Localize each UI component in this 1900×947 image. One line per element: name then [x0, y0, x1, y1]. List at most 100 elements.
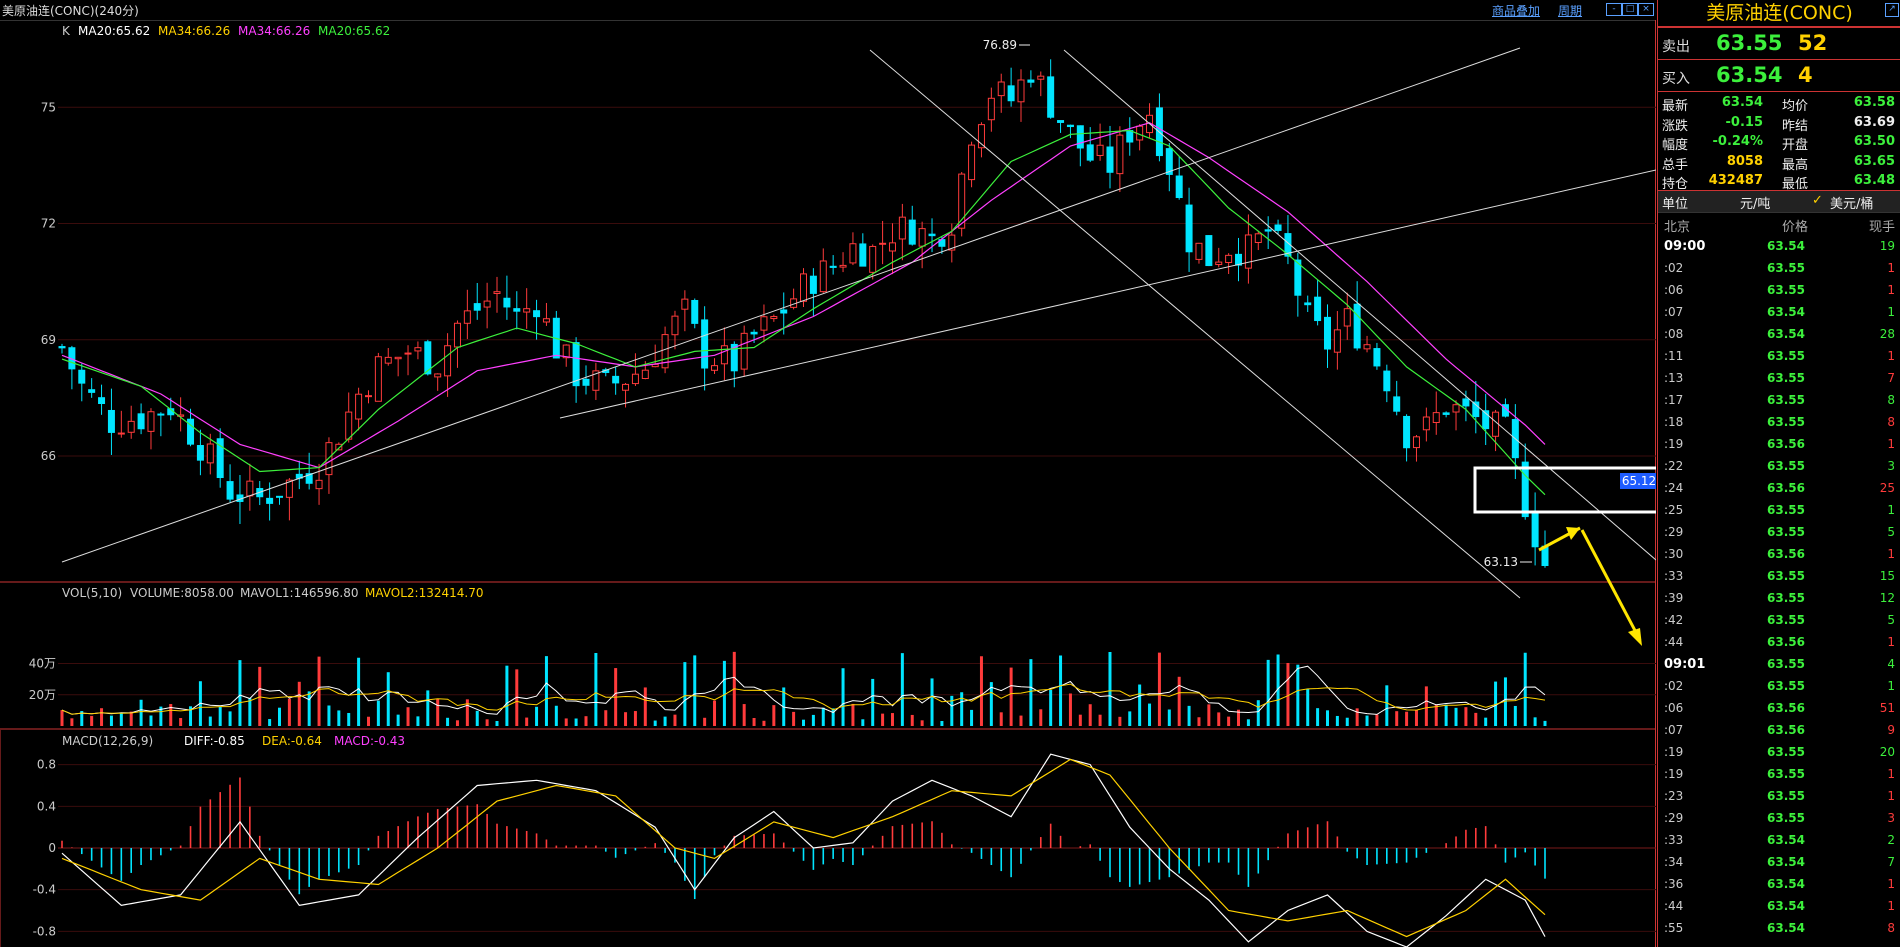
ask-row: 卖出 63.55 52: [1658, 28, 1900, 60]
candle-up: [1412, 436, 1420, 449]
candle-down: [1462, 398, 1470, 407]
tick-time: :42: [1664, 613, 1684, 627]
candle-up: [117, 432, 125, 435]
tick-volume: 51: [1879, 701, 1895, 715]
col-volume: 现手: [1868, 220, 1895, 235]
candle-down: [58, 346, 66, 349]
tick-price: 63.55: [1767, 371, 1805, 385]
candle-down: [572, 342, 580, 387]
candle-up: [493, 291, 501, 294]
window-titlebar: 美原油连(CONC)(240分) 商品叠加 周期 - □ ×: [0, 0, 1656, 21]
tick-price: 63.56: [1767, 481, 1805, 495]
candle-up: [355, 393, 363, 420]
unit-option-usd[interactable]: 美元/桶: [1830, 197, 1874, 212]
tick-time: 09:01: [1664, 657, 1706, 672]
candle-up: [1037, 75, 1045, 80]
tick-volume: 1: [1887, 789, 1895, 803]
tick-volume: 1: [1887, 899, 1895, 913]
stat-row: 幅度 -0.24% 开盘 63.50: [1658, 133, 1900, 153]
buy-volume: 4: [1798, 63, 1813, 87]
minimize-button[interactable]: -: [1606, 3, 1622, 16]
tick-row: 09:00 63.54 19: [1658, 235, 1900, 257]
candle-up: [444, 345, 452, 377]
candle-down: [1086, 144, 1094, 161]
tick-price: 63.55: [1767, 569, 1805, 583]
tick-row: :02 63.55 1: [1658, 257, 1900, 279]
tick-row: :30 63.56 1: [1658, 543, 1900, 565]
tick-volume: 25: [1879, 481, 1895, 495]
tick-price: 63.54: [1767, 833, 1805, 847]
stat-value: 63.69: [1853, 114, 1895, 130]
tick-row: :17 63.55 8: [1658, 389, 1900, 411]
candle-up: [641, 369, 649, 380]
unit-row[interactable]: 单位 元/吨 ✓ 美元/桶: [1658, 191, 1900, 213]
low-annotation: 63.13: [1484, 555, 1518, 569]
candle-up: [800, 273, 807, 302]
candle-up: [1244, 234, 1252, 269]
candle-up: [523, 308, 531, 313]
candle-up: [819, 260, 827, 293]
candle-down: [1373, 348, 1381, 367]
macd-tick-label: 0.4: [37, 799, 56, 813]
chart-area[interactable]: 75 72 69 66 76.89 63.13 65.12 K MA20:65.62 MA34:6…: [0, 20, 1656, 947]
candle-up: [918, 228, 926, 247]
candle-up: [661, 334, 669, 369]
tick-row: :22 63.55 3: [1658, 455, 1900, 477]
mavol-line: [61, 665, 1546, 715]
candle-up: [760, 316, 768, 331]
tick-volume: 4: [1887, 657, 1895, 671]
candle-down: [809, 275, 817, 294]
close-button[interactable]: ×: [1638, 3, 1654, 16]
candle-up: [147, 411, 155, 432]
tick-price: 63.54: [1767, 899, 1805, 913]
tick-price: 63.55: [1767, 503, 1805, 517]
trend-line: [869, 49, 1521, 599]
panel-toggle-icon[interactable]: ↗: [1885, 3, 1899, 17]
candle-down: [503, 297, 511, 308]
tick-time: :11: [1664, 349, 1684, 363]
tick-time: :06: [1664, 701, 1684, 715]
macd-panel[interactable]: [58, 753, 1656, 947]
candle-up: [740, 332, 748, 370]
overlay-link[interactable]: 商品叠加: [1492, 4, 1541, 18]
candle-up: [1096, 144, 1104, 156]
sell-price: 63.55: [1716, 31, 1783, 55]
tick-time: :29: [1664, 525, 1684, 539]
unit-option-cny[interactable]: 元/吨: [1740, 197, 1771, 212]
tick-time: :29: [1664, 811, 1684, 825]
period-link[interactable]: 周期: [1558, 4, 1583, 18]
candle-up: [1363, 344, 1371, 350]
instrument-name: 美原油连(CONC) ↗: [1658, 0, 1900, 28]
tick-volume: 15: [1879, 569, 1895, 583]
candle-down: [196, 445, 204, 461]
candle-up: [1215, 261, 1223, 266]
macd-title: MACD(12,26,9): [62, 734, 153, 748]
candle-up: [463, 310, 471, 324]
stat-value: 63.54: [1721, 95, 1763, 110]
candle-up: [681, 298, 689, 310]
stat-label: 最低: [1782, 177, 1809, 192]
candle-down: [1066, 124, 1074, 128]
candle-up: [434, 373, 442, 378]
tick-price: 63.55: [1767, 767, 1805, 781]
volume-panel[interactable]: [58, 651, 1656, 726]
candle-down: [1304, 302, 1312, 306]
tick-price: 63.56: [1767, 437, 1805, 451]
candle-down: [1185, 204, 1193, 253]
tick-row: :19 63.55 20: [1658, 741, 1900, 763]
candle-down: [1007, 85, 1015, 102]
candlestick-panel[interactable]: [58, 44, 1656, 646]
vol-title: VOL(5,10): [62, 586, 122, 600]
candle-up: [631, 373, 639, 385]
tick-volume: 3: [1887, 459, 1895, 473]
diff-line: [61, 753, 1546, 947]
candle-up: [987, 97, 995, 121]
tick-row: :13 63.55 7: [1658, 367, 1900, 389]
stat-label: 涨跌: [1662, 118, 1689, 134]
price-tag: [1620, 473, 1656, 489]
candle-down: [424, 341, 432, 375]
restore-button[interactable]: □: [1622, 3, 1638, 16]
candle-up: [206, 443, 214, 464]
candle-down: [908, 219, 916, 245]
tick-volume: 7: [1887, 855, 1895, 869]
